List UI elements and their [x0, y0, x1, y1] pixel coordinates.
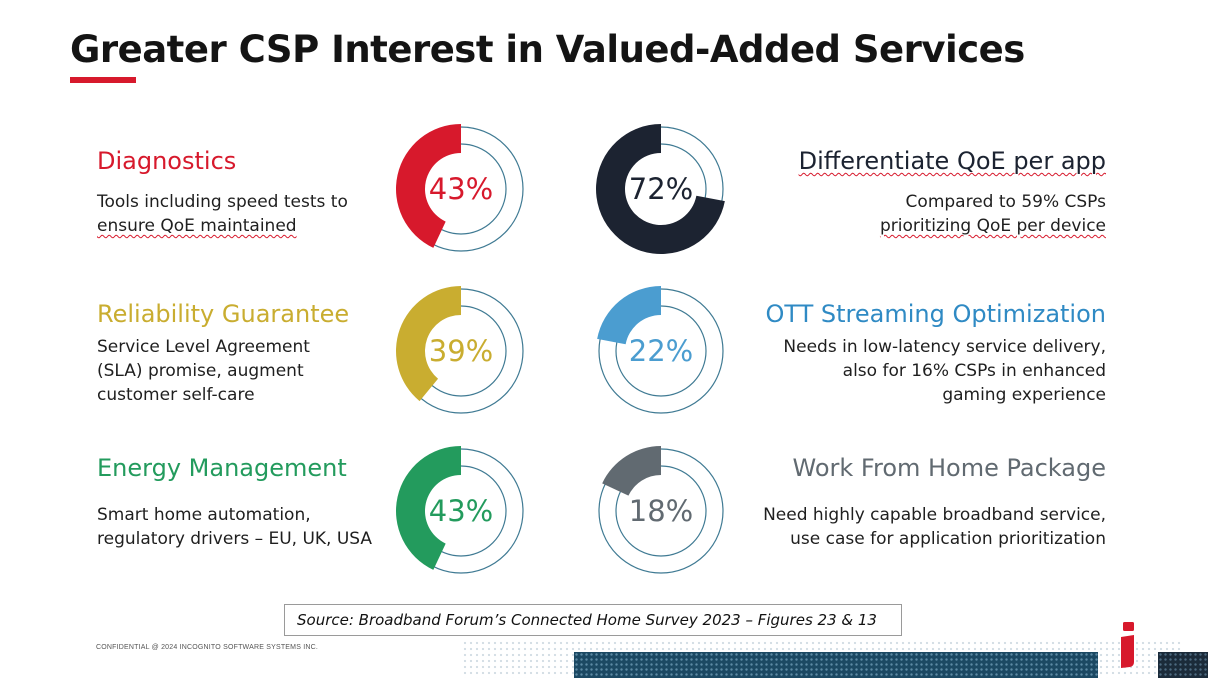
energy-block: Energy Management Smart home automation,… — [97, 453, 372, 551]
desc-line: Service Level Agreement — [97, 337, 310, 357]
donut-reliability: 39% — [394, 284, 528, 418]
desc-line: use case for application prioritization — [790, 529, 1106, 549]
donut-value-label: 43% — [428, 494, 494, 528]
wfh-description: Need highly capable broadband service, u… — [763, 503, 1106, 551]
wfh-block: Work From Home Package Need highly capab… — [763, 453, 1106, 551]
donut-arc — [396, 286, 461, 402]
energy-description: Smart home automation, regulatory driver… — [97, 503, 372, 551]
desc-line: regulatory drivers – EU, UK, USA — [97, 529, 373, 549]
desc-line: gaming experience — [942, 385, 1106, 405]
donut-energy: 43% — [394, 444, 528, 578]
diagnostics-block: Diagnostics Tools including speed tests … — [97, 146, 348, 238]
desc-line: also for 16% CSPs in enhanced — [842, 361, 1106, 381]
donut-arc — [396, 446, 461, 570]
donut-qoe: 72% — [594, 122, 728, 256]
donut-svg — [597, 286, 724, 414]
qoe-heading-text: Differentiate QoE per app — [798, 147, 1106, 175]
donut-svg — [598, 446, 724, 574]
donut-value-label: 18% — [628, 494, 694, 528]
ott-heading: OTT Streaming Optimization — [765, 300, 1106, 328]
diagnostics-description: Tools including speed tests to ensure Qo… — [97, 190, 348, 238]
desc-line: Tools including speed tests to — [97, 192, 348, 212]
confidential-notice: CONFIDENTIAL @ 2024 INCOGNITO SOFTWARE S… — [96, 644, 319, 651]
desc-line: Needs in low-latency service delivery, — [783, 337, 1106, 357]
reliability-block: Reliability Guarantee Service Level Agre… — [97, 299, 349, 407]
donut-svg — [596, 124, 725, 254]
page-title: Greater CSP Interest in Valued-Added Ser… — [70, 28, 1025, 71]
qoe-block: Differentiate QoE per app Compared to 59… — [799, 146, 1106, 238]
donut-value-label: 72% — [628, 172, 694, 206]
desc-line: Smart home automation, — [97, 505, 311, 525]
donut-wfh: 18% — [594, 444, 728, 578]
desc-line: customer self-care — [97, 385, 255, 405]
footer-band-right — [1158, 652, 1208, 678]
diagnostics-heading: Diagnostics — [97, 147, 237, 175]
ott-description: Needs in low-latency service delivery, a… — [765, 335, 1106, 407]
source-citation: Source: Broadband Forum’s Connected Home… — [284, 604, 902, 636]
donut-arc — [597, 286, 661, 345]
donut-ott: 22% — [594, 284, 728, 418]
incognito-logo-icon — [1121, 622, 1134, 668]
desc-line: Compared to 59% CSPs — [905, 192, 1106, 212]
title-underline — [70, 77, 136, 83]
donut-arc — [602, 446, 661, 496]
donut-svg — [396, 124, 524, 252]
desc-line: (SLA) promise, augment — [97, 361, 304, 381]
reliability-heading: Reliability Guarantee — [97, 300, 350, 328]
footer-band — [574, 652, 1098, 678]
desc-line: ensure QoE maintained — [97, 216, 297, 236]
donut-arc — [396, 124, 461, 248]
donut-arc — [596, 124, 725, 254]
donut-svg — [396, 286, 524, 414]
qoe-heading: Differentiate QoE per app — [799, 146, 1106, 176]
donut-value-label: 39% — [428, 334, 494, 368]
ott-block: OTT Streaming Optimization Needs in low-… — [765, 299, 1106, 407]
energy-heading: Energy Management — [97, 454, 347, 482]
donut-diagnostics: 43% — [394, 122, 528, 256]
qoe-description: Compared to 59% CSPs prioritizing QoE pe… — [799, 190, 1106, 238]
wfh-heading: Work From Home Package — [792, 454, 1106, 482]
donut-value-label: 43% — [428, 172, 494, 206]
reliability-description: Service Level Agreement (SLA) promise, a… — [97, 335, 349, 407]
donut-value-label: 22% — [628, 334, 694, 368]
desc-line: prioritizing QoE per device — [879, 216, 1106, 236]
desc-line: Need highly capable broadband service, — [763, 505, 1106, 525]
donut-svg — [396, 446, 524, 574]
